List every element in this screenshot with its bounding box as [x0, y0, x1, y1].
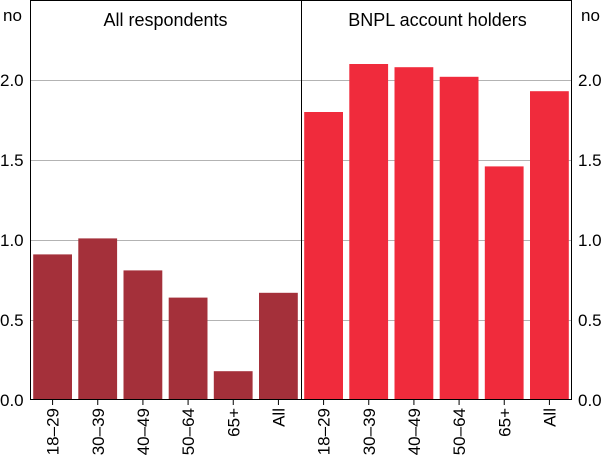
x-tick-label: 50–64: [450, 408, 469, 455]
x-tick-label: 50–64: [179, 408, 198, 455]
x-tick-label: All: [540, 408, 559, 427]
y-tick-label-right: 1.5: [578, 151, 602, 170]
bar-bnpl-5: [530, 91, 569, 400]
bar-all-respondents-3: [168, 297, 208, 400]
bar-all-respondents-0: [33, 254, 72, 400]
bar-bnpl-2: [394, 67, 434, 400]
bar-all-respondents-5: [259, 292, 298, 400]
x-tick-label: 30–39: [89, 408, 108, 455]
bar-all-respondents-2: [123, 270, 163, 400]
y-tick-label-right: 2.0: [578, 71, 602, 90]
y-tick-label-left: 2.0: [0, 71, 24, 90]
y-tick-label-left: 0.0: [0, 391, 24, 410]
bar-bnpl-0: [304, 112, 343, 400]
y-tick-label-right: 0.0: [578, 391, 602, 410]
y-tick-label-left: 1.0: [0, 231, 24, 250]
x-tick-label: 18–29: [44, 408, 63, 455]
y-axis-unit-right: no: [581, 6, 600, 25]
y-axis-unit-left: no: [3, 6, 22, 25]
plot-frame: [30, 0, 572, 400]
x-tick-label: 40–49: [134, 408, 153, 455]
y-tick-label-left: 0.5: [0, 311, 24, 330]
x-tick-label: 65+: [495, 408, 514, 437]
panel-title-bnpl-account-holders: BNPL account holders: [348, 10, 526, 30]
x-tick-label: All: [269, 408, 288, 427]
x-tick-label: 65+: [224, 408, 243, 437]
bars: [33, 64, 569, 401]
bar-all-respondents-4: [213, 371, 253, 400]
x-tick-label: 18–29: [315, 408, 334, 455]
x-axis-ticks: 18–29 30–39 40–49 50–64 65+ All 18–29 30–39 40–4…: [44, 400, 559, 455]
y-tick-label-right: 1.0: [578, 231, 602, 250]
bar-bnpl-3: [439, 76, 479, 401]
y-axis-ticks: 0.0 0.0 0.5 0.5 1.0 1.0 1.5 1.5 2.0 2.0: [0, 71, 602, 410]
x-tick-label: 40–49: [405, 408, 424, 455]
x-tick-label: 30–39: [360, 408, 379, 455]
y-tick-label-left: 1.5: [0, 151, 24, 170]
bar-all-respondents-1: [78, 238, 118, 400]
y-tick-label-right: 0.5: [578, 311, 602, 330]
panel-title-all-respondents: All respondents: [103, 10, 227, 30]
bar-bnpl-4: [484, 166, 524, 400]
bar-bnpl-1: [349, 64, 389, 400]
